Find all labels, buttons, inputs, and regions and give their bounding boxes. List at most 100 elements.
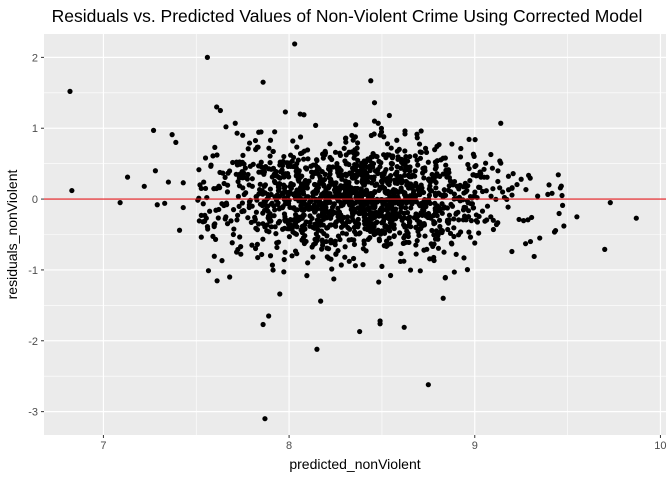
- scatter-point: [527, 238, 534, 245]
- scatter-point: [226, 168, 233, 174]
- scatter-point: [351, 241, 358, 248]
- scatter-point: [384, 197, 390, 203]
- scatter-point: [240, 175, 246, 181]
- scatter-point: [353, 173, 360, 180]
- scatter-point: [347, 170, 353, 177]
- scatter-point: [267, 137, 274, 143]
- scatter-point: [509, 185, 515, 191]
- scatter-point: [307, 213, 313, 219]
- scatter-point: [435, 190, 442, 196]
- scatter-point: [262, 190, 268, 196]
- scatter-point: [358, 167, 365, 173]
- scatter-point: [418, 149, 425, 155]
- scatter-point: [204, 224, 211, 230]
- scatter-point: [523, 186, 529, 193]
- scatter-point: [370, 150, 376, 157]
- scatter-point: [219, 258, 225, 264]
- scatter-point: [266, 145, 272, 151]
- scatter-point: [230, 231, 236, 238]
- scatter-point: [312, 209, 318, 215]
- scatter-point: [484, 217, 490, 223]
- scatter-point: [267, 153, 273, 159]
- scatter-point: [240, 132, 246, 138]
- scatter-point: [314, 204, 320, 210]
- scatter-point: [389, 155, 396, 161]
- scatter-point: [301, 212, 307, 218]
- scatter-point: [441, 249, 447, 255]
- scatter-point: [356, 231, 362, 237]
- scatter-point: [365, 205, 372, 211]
- scatter-point: [431, 221, 437, 227]
- scatter-point: [260, 321, 266, 328]
- scatter-point: [180, 180, 186, 186]
- scatter-point: [451, 269, 457, 275]
- scatter-point: [481, 166, 487, 172]
- scatter-point: [438, 227, 445, 233]
- scatter-point: [358, 210, 364, 216]
- scatter-point: [375, 170, 381, 177]
- scatter-point: [214, 152, 220, 158]
- scatter-point: [272, 129, 278, 135]
- scatter-point: [397, 258, 404, 265]
- scatter-point: [235, 212, 241, 218]
- scatter-point: [371, 210, 378, 216]
- scatter-point: [245, 146, 251, 152]
- scatter-point: [269, 262, 276, 268]
- scatter-point: [387, 224, 393, 230]
- scatter-point: [210, 153, 216, 159]
- scatter-point: [423, 201, 429, 207]
- scatter-point: [268, 191, 274, 198]
- scatter-point: [446, 212, 453, 218]
- scatter-point: [253, 194, 259, 200]
- scatter-point: [335, 233, 342, 239]
- scatter-point: [331, 276, 337, 282]
- scatter-point: [245, 171, 251, 178]
- scatter-point: [233, 159, 240, 165]
- scatter-point: [212, 144, 218, 150]
- scatter-point: [465, 214, 472, 220]
- scatter-point: [304, 194, 310, 200]
- scatter-point: [246, 182, 252, 188]
- scatter-point: [281, 269, 287, 275]
- scatter-point: [402, 148, 408, 154]
- y-axis-ticks: -3 -2 -1 0 1 2: [28, 52, 44, 419]
- scatter-point: [195, 197, 201, 203]
- scatter-point: [407, 168, 413, 174]
- scatter-point: [404, 228, 410, 234]
- scatter-point: [466, 165, 472, 172]
- chart-title: Residuals vs. Predicted Values of Non-Vi…: [52, 6, 643, 26]
- scatter-point: [294, 187, 300, 193]
- scatter-point: [246, 204, 252, 211]
- scatter-point: [427, 256, 433, 262]
- scatter-point: [490, 186, 496, 192]
- scatter-point: [383, 213, 389, 219]
- scatter-point: [301, 207, 307, 213]
- scatter-point: [350, 255, 357, 262]
- scatter-point: [234, 130, 240, 136]
- scatter-point: [381, 171, 387, 178]
- scatter-point: [375, 120, 381, 126]
- scatter-point: [433, 164, 439, 170]
- scatter-point: [451, 233, 457, 240]
- scatter-point: [479, 188, 486, 195]
- scatter-point: [401, 240, 407, 246]
- scatter-point: [362, 210, 368, 216]
- scatter-point: [376, 279, 382, 285]
- scatter-point: [321, 183, 327, 189]
- scatter-point: [211, 253, 217, 259]
- scatter-point: [436, 217, 443, 223]
- scatter-point: [402, 157, 408, 163]
- scatter-point: [343, 231, 350, 237]
- scatter-point: [236, 203, 242, 209]
- scatter-point: [234, 217, 240, 223]
- scatter-point: [387, 220, 393, 226]
- scatter-point: [303, 238, 309, 245]
- scatter-point: [314, 168, 320, 174]
- scatter-point: [221, 180, 227, 187]
- scatter-point: [388, 215, 394, 221]
- scatter-point: [432, 147, 438, 153]
- scatter-point: [353, 122, 359, 128]
- x-axis-ticks: 7 8 9 10: [100, 435, 667, 452]
- scatter-point: [281, 256, 287, 263]
